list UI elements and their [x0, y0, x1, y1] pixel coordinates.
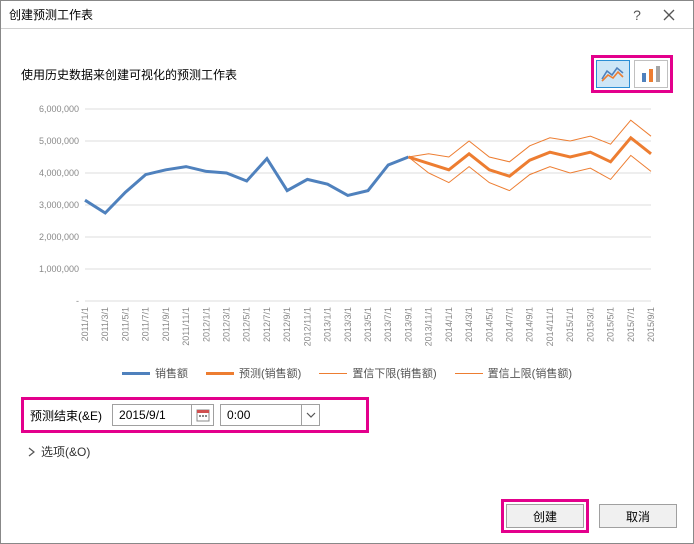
line-chart-icon [601, 65, 625, 83]
svg-text:2015/1/1: 2015/1/1 [565, 307, 575, 342]
svg-text:2012/5/1: 2012/5/1 [242, 307, 252, 342]
legend-label: 销售额 [155, 365, 188, 381]
forecast-dialog: 创建预测工作表 ? 使用历史数据来创建可视化的预测工作表 [0, 0, 694, 544]
dialog-content: 使用历史数据来创建可视化的预测工作表 -1,00 [1, 29, 693, 472]
options-label: 选项(&O) [41, 443, 90, 460]
svg-text:2011/1/1: 2011/1/1 [80, 307, 90, 341]
svg-text:2012/9/1: 2012/9/1 [282, 307, 292, 342]
svg-text:-: - [76, 296, 79, 306]
legend-item: 置信上限(销售额) [455, 365, 572, 381]
svg-text:4,000,000: 4,000,000 [39, 168, 79, 178]
create-button[interactable]: 创建 [506, 504, 584, 528]
svg-text:2011/5/1: 2011/5/1 [120, 307, 130, 341]
legend-item: 置信下限(销售额) [319, 365, 436, 381]
dialog-title: 创建预测工作表 [9, 6, 621, 23]
forecast-end-date-value: 2015/9/1 [113, 405, 191, 425]
svg-text:2012/3/1: 2012/3/1 [222, 307, 232, 342]
line-chart-button[interactable] [596, 60, 630, 88]
svg-text:2014/5/1: 2014/5/1 [484, 307, 494, 342]
svg-text:2015/7/1: 2015/7/1 [626, 307, 636, 342]
svg-text:1,000,000: 1,000,000 [39, 264, 79, 274]
expand-icon [27, 447, 35, 457]
svg-text:2014/1/1: 2014/1/1 [444, 307, 454, 342]
create-highlight: 创建 [501, 499, 589, 533]
forecast-end-time-value: 0:00 [221, 405, 301, 425]
forecast-chart: - 1,000,000 2,000,000 3,000,000 4,000,000 5,0… [21, 101, 661, 361]
svg-text:2011/7/1: 2011/7/1 [141, 307, 151, 341]
bar-chart-icon [640, 65, 662, 83]
close-button[interactable] [653, 5, 685, 25]
svg-text:5,000,000: 5,000,000 [39, 136, 79, 146]
chevron-down-icon[interactable] [301, 405, 319, 425]
svg-text:2012/7/1: 2012/7/1 [262, 307, 272, 342]
forecast-end-date-input[interactable]: 2015/9/1 [112, 404, 214, 426]
legend-item: 预测(销售额) [206, 365, 301, 381]
options-expander[interactable]: 选项(&O) [21, 443, 673, 460]
svg-text:2011/9/1: 2011/9/1 [161, 307, 171, 341]
svg-text:2015/3/1: 2015/3/1 [585, 307, 595, 342]
dialog-subtitle: 使用历史数据来创建可视化的预测工作表 [21, 66, 591, 83]
calendar-icon[interactable] [191, 405, 213, 425]
svg-text:2015/9/1: 2015/9/1 [646, 307, 656, 342]
svg-text:6,000,000: 6,000,000 [39, 104, 79, 114]
legend-label: 置信下限(销售额) [352, 365, 436, 381]
cancel-button[interactable]: 取消 [599, 504, 677, 528]
svg-text:2013/11/1: 2013/11/1 [424, 307, 434, 346]
svg-text:2014/9/1: 2014/9/1 [525, 307, 535, 342]
forecast-end-label: 预测结束(&E) [30, 407, 102, 424]
svg-text:2015/5/1: 2015/5/1 [606, 307, 616, 342]
legend-label: 置信上限(销售额) [488, 365, 572, 381]
help-button[interactable]: ? [621, 5, 653, 25]
bar-chart-button[interactable] [634, 60, 668, 88]
svg-text:2013/3/1: 2013/3/1 [343, 307, 353, 342]
svg-text:2011/11/1: 2011/11/1 [181, 307, 191, 346]
svg-text:2012/1/1: 2012/1/1 [201, 307, 211, 342]
svg-text:3,000,000: 3,000,000 [39, 200, 79, 210]
legend-item: 销售额 [122, 365, 188, 381]
forecast-end-group: 预测结束(&E) 2015/9/1 0:00 [21, 397, 369, 433]
svg-text:2013/1/1: 2013/1/1 [323, 307, 333, 342]
svg-text:2011/3/1: 2011/3/1 [100, 307, 110, 341]
dialog-footer: 创建 取消 [501, 499, 677, 533]
svg-text:2014/11/1: 2014/11/1 [545, 307, 555, 346]
chart-type-group [591, 55, 673, 93]
legend-label: 预测(销售额) [239, 365, 301, 381]
chart-legend: 销售额 预测(销售额) 置信下限(销售额) 置信上限(销售额) [21, 365, 673, 381]
title-bar: 创建预测工作表 ? [1, 1, 693, 29]
svg-text:2013/5/1: 2013/5/1 [363, 307, 373, 342]
forecast-end-time-input[interactable]: 0:00 [220, 404, 320, 426]
svg-text:2014/3/1: 2014/3/1 [464, 307, 474, 342]
svg-text:2014/7/1: 2014/7/1 [505, 307, 515, 342]
svg-text:2012/11/1: 2012/11/1 [302, 307, 312, 346]
svg-text:2013/9/1: 2013/9/1 [403, 307, 413, 342]
svg-text:2,000,000: 2,000,000 [39, 232, 79, 242]
svg-text:2013/7/1: 2013/7/1 [383, 307, 393, 342]
